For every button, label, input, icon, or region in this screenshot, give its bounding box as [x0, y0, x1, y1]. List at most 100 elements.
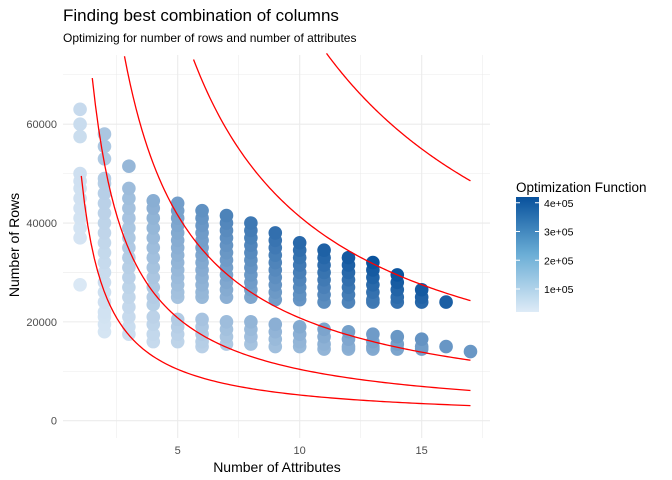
tick-labels: 0 20000 40000 60000 5 10 15: [26, 119, 427, 457]
data-point: [219, 315, 234, 329]
boundary-curve: [325, 53, 471, 182]
grid-lines: [63, 55, 490, 438]
data-point: [463, 344, 478, 359]
data-point: [146, 240, 161, 255]
data-point: [146, 193, 161, 208]
data-point: [73, 231, 87, 245]
data-point: [146, 250, 161, 265]
data-point: [244, 315, 258, 329]
data-point: [146, 211, 161, 225]
data-point: [170, 196, 185, 211]
data-point: [122, 270, 136, 285]
data-point: [73, 221, 87, 235]
boundary-curve: [192, 59, 471, 302]
data-point: [73, 211, 87, 225]
data-point: [146, 290, 161, 304]
data-point: [317, 243, 331, 258]
data-point: [122, 280, 136, 295]
data-point: [341, 324, 356, 339]
data-point: [292, 235, 307, 250]
data-point: [146, 260, 161, 275]
data-point: [414, 332, 429, 346]
data-point: [97, 295, 112, 309]
data-point: [97, 245, 112, 260]
data-point: [122, 260, 136, 275]
legend-tick-label: 2e+05: [544, 255, 574, 267]
chart-subtitle: Optimizing for number of rows and number…: [63, 31, 356, 45]
data-point: [366, 255, 380, 270]
data-point: [73, 117, 87, 131]
data-point: [73, 102, 87, 117]
data-point: [122, 221, 136, 235]
data-point: [122, 181, 136, 196]
legend-tick-label: 1e+05: [544, 284, 574, 296]
data-point: [146, 327, 161, 342]
chart-title: Finding best combination of columns: [63, 6, 339, 25]
data-point: [97, 275, 112, 290]
data-point: [122, 250, 136, 265]
data-point: [146, 280, 161, 295]
data-point: [390, 329, 405, 344]
data-point: [97, 139, 112, 154]
data-point: [122, 211, 136, 225]
data-point: [268, 226, 283, 240]
data-point: [97, 235, 112, 250]
legend-ticks: 1e+05 2e+05 3e+05 4e+05: [516, 198, 574, 296]
x-tick-label: 10: [294, 445, 306, 457]
boundary-curve: [91, 77, 471, 392]
data-point: [195, 203, 209, 218]
legend-title: Optimization Function: [516, 180, 647, 195]
data-point: [439, 295, 453, 309]
data-point: [244, 216, 258, 230]
data-point: [170, 312, 185, 327]
y-tick-label: 20000: [26, 317, 57, 329]
data-point: [268, 317, 283, 332]
data-point: [97, 216, 112, 230]
data-point: [73, 166, 87, 181]
data-point: [97, 305, 112, 319]
data-point: [97, 226, 112, 240]
data-point: [146, 231, 161, 245]
x-tick-label: 5: [175, 445, 181, 457]
y-tick-label: 0: [51, 416, 57, 428]
data-point: [292, 320, 307, 334]
data-point: [97, 127, 112, 141]
point-layer: [73, 102, 478, 359]
legend-colorbar: [516, 197, 539, 312]
data-point: [341, 250, 356, 265]
data-point: [146, 221, 161, 235]
legend-tick-label: 4e+05: [544, 198, 574, 210]
data-point: [122, 159, 136, 173]
legend: Optimization Function 1e+05 2e+05 3e+05 4e+…: [516, 180, 647, 312]
data-point: [73, 201, 87, 215]
data-point: [73, 278, 87, 292]
data-point: [122, 290, 136, 304]
y-tick-label: 60000: [26, 119, 57, 131]
data-point: [122, 201, 136, 215]
data-point: [439, 339, 453, 354]
x-tick-label: 15: [416, 445, 428, 457]
data-point: [122, 310, 136, 324]
data-point: [146, 310, 161, 324]
data-point: [97, 196, 112, 211]
data-point: [146, 270, 161, 285]
curve-layer: [80, 53, 471, 407]
data-point: [195, 312, 209, 327]
data-point: [122, 191, 136, 206]
x-axis-title: Number of Attributes: [213, 459, 341, 475]
data-point: [97, 171, 112, 186]
data-point: [73, 129, 87, 144]
data-point: [97, 151, 112, 166]
y-axis-title: Number of Rows: [6, 193, 22, 297]
legend-tick-label: 3e+05: [544, 227, 574, 239]
boundary-curve: [80, 175, 471, 407]
data-point: [366, 327, 380, 342]
boundary-curve: [123, 56, 471, 361]
data-point: [97, 255, 112, 270]
data-point: [122, 300, 136, 314]
data-point: [97, 265, 112, 280]
data-point: [219, 208, 234, 223]
data-point: [97, 186, 112, 201]
y-tick-label: 40000: [26, 218, 57, 230]
